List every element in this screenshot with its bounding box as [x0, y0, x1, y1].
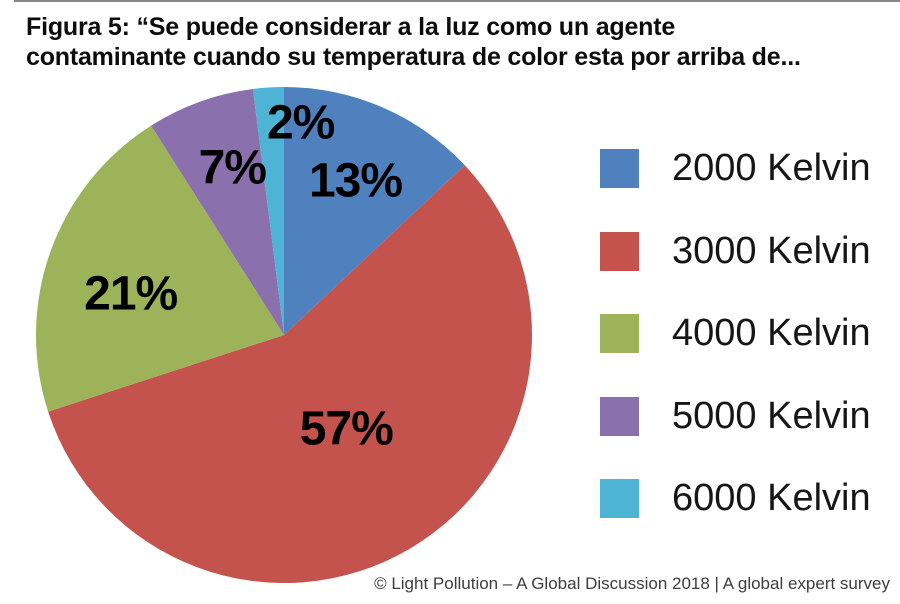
legend-item-2000-kelvin: 2000 Kelvin: [600, 147, 871, 189]
legend-swatch-icon: [600, 231, 639, 271]
pie-percent-label-2000-kelvin: 13%: [308, 154, 403, 208]
legend-label: 3000 Kelvin: [672, 229, 871, 272]
copyright-footer: © Light Pollution – A Global Discussion …: [374, 574, 890, 593]
pie-percent-label-4000-kelvin: 21%: [84, 267, 178, 321]
pie-slice-6000-kelvin: [252, 87, 284, 335]
pie-slice-5000-kelvin: [151, 88, 284, 335]
legend-swatch-icon: [600, 396, 639, 436]
top-edge-line: [14, 0, 900, 2]
pie-slice-3000-kelvin: [48, 165, 533, 584]
legend-label: 4000 Kelvin: [672, 312, 871, 354]
legend-swatch-icon: [600, 479, 639, 518]
figure-title: Figura 5: “Se puede considerar a la luz …: [26, 12, 801, 72]
figure-title-line1: Figura 5: “Se puede considerar a la luz …: [26, 13, 676, 41]
figure-title-line2: contaminante cuando su temperatura de co…: [26, 43, 801, 71]
legend-item-4000-kelvin: 4000 Kelvin: [600, 312, 871, 354]
legend-item-5000-kelvin: 5000 Kelvin: [600, 394, 871, 437]
legend-item-3000-kelvin: 3000 Kelvin: [600, 229, 871, 272]
legend-swatch-icon: [600, 149, 639, 188]
legend-item-6000-kelvin: 6000 Kelvin: [600, 477, 871, 519]
pie-percent-label-5000-kelvin: 7%: [198, 141, 267, 195]
legend-label: 5000 Kelvin: [672, 394, 871, 437]
legend: 2000 Kelvin 3000 Kelvin 4000 Kelvin 5000 Ke…: [600, 147, 871, 562]
pie-slice-2000-kelvin: [284, 87, 465, 335]
pie-slice-4000-kelvin: [36, 125, 284, 412]
legend-swatch-icon: [600, 314, 639, 353]
pie-percent-label-6000-kelvin: 2%: [266, 96, 335, 150]
legend-label: 6000 Kelvin: [672, 477, 871, 519]
pie-percent-label-3000-kelvin: 57%: [299, 402, 394, 456]
legend-label: 2000 Kelvin: [672, 147, 871, 189]
